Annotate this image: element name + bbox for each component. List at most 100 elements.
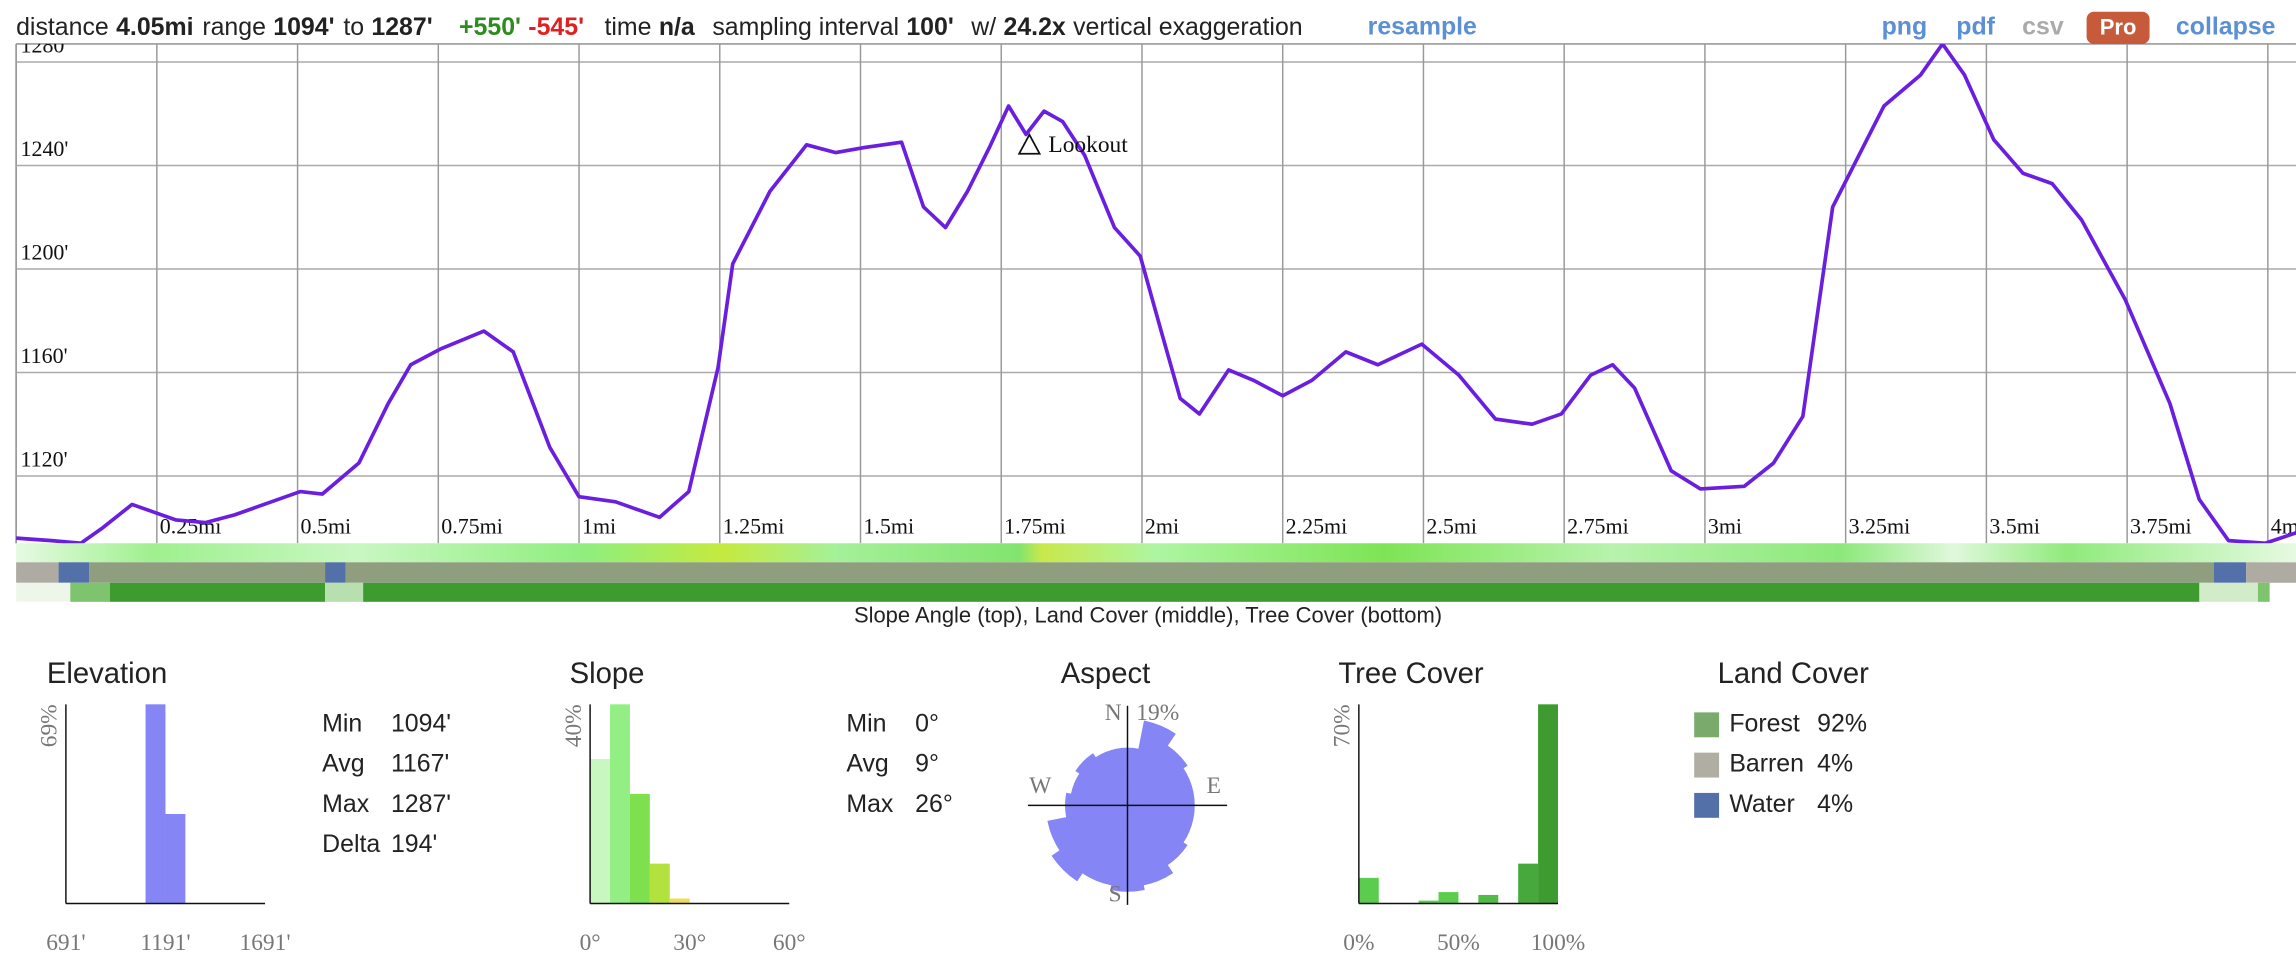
tree-strip [16,582,71,602]
aspect-sector [1075,753,1128,806]
y-tick-label: 1240' [21,136,69,161]
stat-value: 194' [391,830,437,858]
histogram-bar [1518,863,1539,904]
x-tick-label: 3.75mi [2130,514,2192,539]
x-tick-label: 0% [1343,930,1374,956]
x-tick-label: 2.75mi [1567,514,1629,539]
pro-button[interactable]: Pro [2086,11,2150,44]
land-strip [89,562,326,583]
resample-link[interactable]: resample [1368,12,1477,40]
x-tick-label: 1.5mi [863,514,914,539]
direction-label: N [1105,700,1122,726]
land-strip [2246,562,2296,583]
stat-label: Min [846,709,886,737]
stat-label: Delta [322,830,380,858]
land-strip [345,562,2215,583]
histogram-bar [165,813,186,904]
x-tick-label: 1191' [140,930,190,956]
tree-strip [2199,582,2258,602]
panel-title: Aspect [1061,657,1150,690]
stat-label: Avg [322,750,364,778]
legend-label: Water [1729,790,1794,818]
x-tick-label: 3.5mi [1989,514,2040,539]
stat-label: time [604,12,651,40]
histogram-bar [1358,877,1379,904]
panel-title: Elevation [47,657,167,690]
direction-label: W [1029,773,1052,799]
x-tick-label: 1mi [582,514,616,539]
pro-button-bg [2086,11,2150,44]
stat-value: 100' [906,12,953,40]
aspect-sector [1047,805,1128,851]
direction-label: E [1207,773,1221,799]
stat-value: 4.05mi [116,12,193,40]
panel-title: Tree Cover [1338,657,1484,690]
x-tick-label: 1691' [240,930,291,956]
histogram-bar [590,759,611,904]
y-tick-label: 69% [37,704,63,747]
y-tick-label: 1120' [21,446,68,471]
export-link[interactable]: csv [2022,12,2064,40]
export-link[interactable]: png [1882,12,1928,40]
collapse-link[interactable]: collapse [2176,12,2276,40]
stat-value: n/a [659,12,695,40]
y-tick-label: 70% [1330,704,1356,747]
stat-label: Min [322,709,362,737]
legend-swatch [1694,712,1720,738]
stat-value: 26° [915,790,953,818]
stat-label: Avg [846,750,888,778]
histogram-bar [1478,894,1499,904]
land-strip [58,562,90,583]
histogram-bar [610,704,630,904]
profile-plot: 1120'1160'1200'1240'1280'0.25mi 0.5mi 0.75… [16,43,2296,544]
x-tick-label: 60° [773,930,806,956]
stat-value: 1094' [391,709,451,737]
legend-swatch [1694,752,1720,778]
stat-value: 1094' [273,12,334,40]
loss: -545' [528,12,584,40]
x-tick-label: 50% [1437,930,1480,956]
lookout-marker [1017,132,1042,155]
legend-label: Barren [1729,750,1804,778]
pro-button-label: Pro [2100,14,2137,39]
x-tick-label: 3.25mi [1849,514,1911,539]
histogram-bar [1418,900,1439,904]
elevation-line [16,43,2296,544]
x-tick-label: 100% [1531,930,1586,956]
stat-value: 1287' [371,12,432,40]
panel-title: Land Cover [1718,657,1870,690]
stat-value: 1167' [391,750,449,778]
x-tick-label: 1.25mi [723,514,785,539]
x-tick-label: 1.75mi [1004,514,1066,539]
tree-strip [109,582,326,602]
stat-label: Max [322,790,370,818]
histogram-bar [669,898,690,904]
gain: +550' [459,12,521,40]
stat-value: 24.2x [1004,12,1066,40]
aspect-sector [1127,745,1188,806]
panel-title: Slope [570,657,645,690]
stat-value: 9° [915,750,939,778]
legend-swatch [1694,792,1720,818]
land-strip [2214,562,2247,583]
histogram-bar [1438,892,1459,904]
stat-label: w/ [970,12,996,40]
x-tick-label: 0° [580,930,601,956]
export-link[interactable]: pdf [1956,12,1995,40]
legend-value: 4% [1817,750,1853,778]
histogram-bar [145,704,166,904]
r-tick-label: 19% [1136,700,1179,726]
histogram-bar [649,863,670,904]
x-tick-label: 30° [673,930,706,956]
slope-strip [16,543,2296,563]
aspect-sector [1051,805,1128,882]
histogram-bar [1538,704,1558,904]
stat-label: sampling interval [712,12,899,40]
y-tick-label: 1200' [21,239,69,264]
tree-strip [325,582,364,602]
terrain-strips [16,543,2296,602]
y-tick-label: 40% [561,704,587,747]
legend-value: 92% [1817,709,1867,737]
x-tick-label: 691' [46,930,85,956]
